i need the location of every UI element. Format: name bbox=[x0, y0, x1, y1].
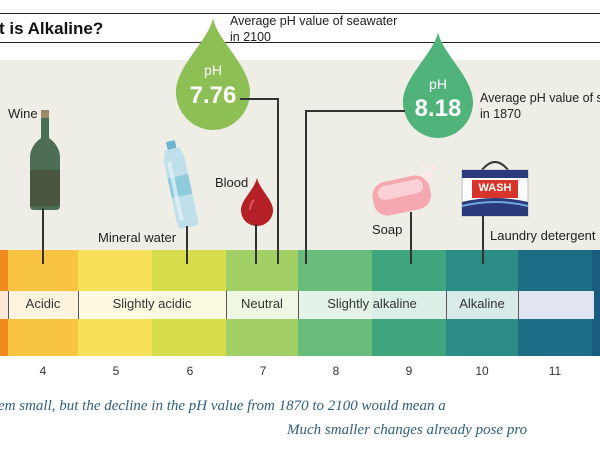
laundry-box-icon bbox=[461, 161, 529, 217]
ph-tick-label: 10 bbox=[475, 364, 489, 378]
water-bottle-icon bbox=[163, 140, 199, 229]
soap-pointer-line bbox=[410, 212, 412, 264]
ph-tick-label: 8 bbox=[332, 364, 340, 378]
soap-icon bbox=[372, 163, 437, 216]
ph-tick-label: 5 bbox=[112, 364, 120, 378]
ph-2100-pointer-line bbox=[240, 98, 278, 100]
mineral-water-pointer-line bbox=[186, 226, 188, 264]
band-divider bbox=[446, 291, 447, 319]
mineral-water-label: Mineral water bbox=[98, 230, 177, 245]
ph-1870-pointer-line bbox=[305, 110, 307, 264]
ph-2100-pointer-line bbox=[277, 98, 279, 264]
soap-label: Soap bbox=[372, 222, 403, 237]
ph-1870-pointer-line bbox=[305, 110, 405, 112]
ph-tick-label: 6 bbox=[186, 364, 194, 378]
blood-pointer-line bbox=[255, 224, 257, 264]
wine-label: Wine bbox=[8, 106, 38, 121]
wine-bottle-icon bbox=[30, 110, 60, 210]
ph-drop-1870-prefix: pH bbox=[429, 76, 447, 92]
title-box: t is Alkaline? bbox=[0, 13, 600, 43]
ph-tick-label: 11 bbox=[548, 364, 562, 378]
band-divider bbox=[298, 291, 299, 319]
band-divider bbox=[226, 291, 227, 319]
footer-text-line2: Much smaller changes already pose pro bbox=[287, 422, 528, 438]
ph-tick-label: 4 bbox=[39, 364, 47, 378]
ph-drop-1870-value: 8.18 bbox=[414, 95, 462, 122]
ph-tick-label: 7 bbox=[259, 364, 267, 378]
ph-drop-1870-icon bbox=[402, 32, 474, 138]
band-label-acidic: Acidic bbox=[25, 296, 61, 311]
band-divider bbox=[8, 291, 9, 319]
laundry-detergent-label: Laundry detergent bbox=[490, 228, 596, 243]
ph-drop-2100-note: Average pH value of seawater bbox=[230, 14, 398, 28]
band-divider bbox=[518, 291, 519, 319]
band-label-alkaline: Alkaline bbox=[459, 296, 505, 311]
band-strip bbox=[0, 291, 594, 319]
ph-drop-1870-note: in 1870 bbox=[480, 107, 522, 121]
page-title: t is Alkaline? bbox=[0, 19, 104, 38]
blood-label: Blood bbox=[215, 175, 249, 190]
band-label-slightly-alkaline: Slightly alkaline bbox=[327, 296, 417, 311]
laundry-pointer-line bbox=[482, 216, 484, 264]
wine-pointer-line bbox=[42, 208, 44, 264]
band-strip-alkaline-shade bbox=[518, 291, 594, 319]
scale-segment-12 bbox=[592, 250, 600, 356]
ph-drop-2100-icon bbox=[176, 18, 250, 130]
ph-drop-2100-value: 7.76 bbox=[189, 82, 237, 109]
wash-box-text: WASH bbox=[478, 182, 512, 194]
band-label-neutral: Neutral bbox=[241, 296, 283, 311]
ph-drop-2100-prefix: pH bbox=[204, 62, 222, 78]
ph-tick-label: 9 bbox=[405, 364, 413, 378]
ph-drop-2100-note: in 2100 bbox=[230, 30, 272, 44]
footer-text-line1: em small, but the decline in the pH valu… bbox=[0, 398, 446, 414]
blood-drop-icon bbox=[241, 178, 273, 226]
band-label-slightly-acidic: Slightly acidic bbox=[112, 296, 192, 311]
ph-drop-1870-note: Average pH value of s bbox=[480, 91, 600, 105]
band-divider bbox=[78, 291, 79, 319]
